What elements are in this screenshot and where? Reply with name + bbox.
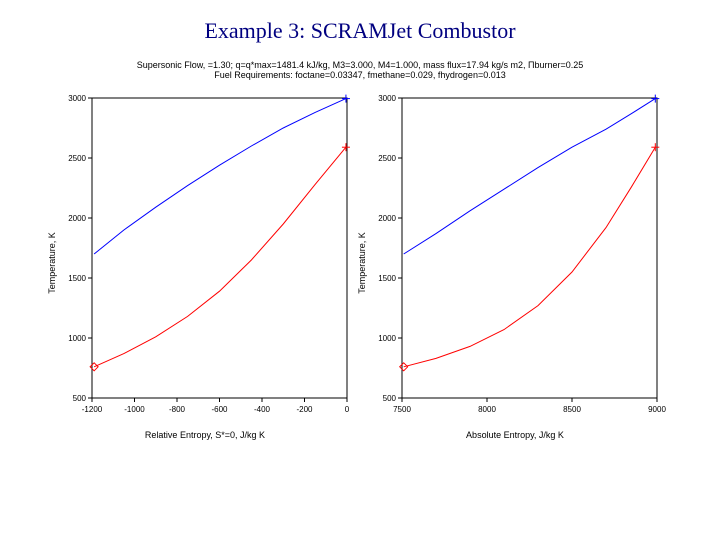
left-xlabel: Relative Entropy, S*=0, J/kg K	[145, 430, 265, 440]
subtitle: Supersonic Flow, =1.30; q=q*max=1481.4 k…	[0, 60, 720, 80]
svg-text:1500: 1500	[68, 274, 86, 283]
svg-text:1000: 1000	[68, 334, 86, 343]
svg-text:9000: 9000	[648, 405, 666, 414]
svg-text:3000: 3000	[68, 94, 86, 103]
left-chart-svg: -1200 -1000 -800 -600 -400 -200 0 500 1000 1500 20…	[50, 88, 360, 438]
svg-text:1000: 1000	[378, 334, 396, 343]
svg-text:8500: 8500	[563, 405, 581, 414]
svg-text:2000: 2000	[378, 214, 396, 223]
svg-text:8000: 8000	[478, 405, 496, 414]
left-ylabel: Temperature, K	[47, 232, 57, 294]
svg-text:3000: 3000	[378, 94, 396, 103]
right-ylabel: Temperature, K	[357, 232, 367, 294]
svg-text:2000: 2000	[68, 214, 86, 223]
subtitle-line-1: Supersonic Flow, =1.30; q=q*max=1481.4 k…	[0, 60, 720, 70]
chart-row: Temperature, K -1200 -1000 -800 -600 -400 -20…	[0, 88, 720, 438]
subtitle-line-2: Fuel Requirements: foctane=0.03347, fmet…	[0, 70, 720, 80]
svg-text:-800: -800	[169, 405, 186, 414]
left-chart: Temperature, K -1200 -1000 -800 -600 -400 -20…	[50, 88, 360, 438]
right-xlabel: Absolute Entropy, J/kg K	[466, 430, 564, 440]
svg-text:-1000: -1000	[124, 405, 145, 414]
svg-text:0: 0	[345, 405, 350, 414]
svg-text:7500: 7500	[393, 405, 411, 414]
page-title: Example 3: SCRAMJet Combustor	[0, 0, 720, 44]
svg-text:-400: -400	[254, 405, 271, 414]
svg-text:-1200: -1200	[82, 405, 103, 414]
svg-text:2500: 2500	[68, 154, 86, 163]
svg-text:500: 500	[383, 394, 397, 403]
svg-text:500: 500	[73, 394, 87, 403]
svg-text:-200: -200	[296, 405, 313, 414]
svg-text:1500: 1500	[378, 274, 396, 283]
right-chart: Temperature, K 7500 8000 8500 9000 500 1000 15…	[360, 88, 670, 438]
svg-text:2500: 2500	[378, 154, 396, 163]
right-chart-svg: 7500 8000 8500 9000 500 1000 1500 2000 2500 3000	[360, 88, 670, 438]
svg-text:-600: -600	[211, 405, 228, 414]
